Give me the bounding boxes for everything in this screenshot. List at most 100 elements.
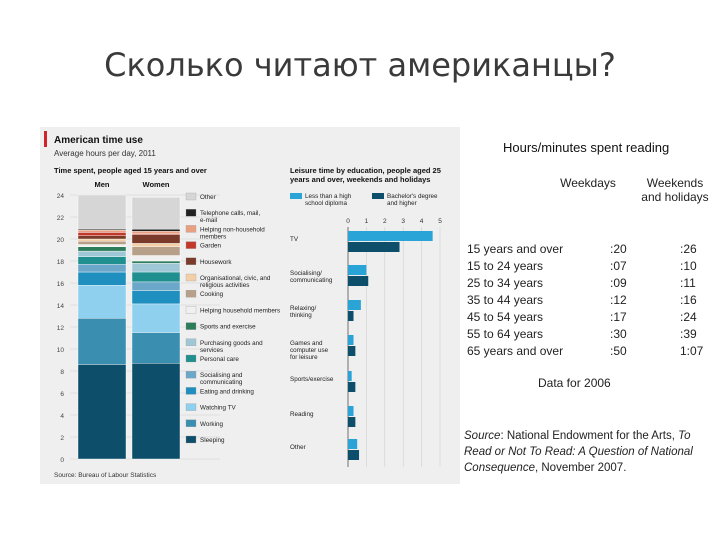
legend-swatch [185,306,197,314]
stacked-bar-segment [77,194,127,230]
row-label: 65 years and over [467,344,564,358]
legend-swatch [185,273,197,282]
legend-swatch-ba [372,193,384,199]
col-weekends-line1: Weekends [646,176,704,190]
col-weekends: Weekends and holidays [630,176,720,204]
stacked-bar-segment [77,264,127,273]
row-label: 35 to 44 years [467,293,544,307]
y-tick-label: 22 [57,215,65,222]
weekend-value: :16 [680,293,697,307]
legend-label: communicating [200,379,243,386]
legend-swatch [185,354,197,363]
economist-figure: American time use Average hours per day,… [40,127,460,484]
legend-label: Helping non-household [200,226,265,233]
category-label: TV [290,236,299,243]
row-label: 45 to 54 years [467,310,544,324]
category-label: Men [95,180,110,189]
hbar [348,417,356,427]
weekend-value: 1:07 [680,344,704,358]
category-label: communicating [290,277,333,284]
category-label: Other [290,444,306,451]
category-label: Socialising/ [290,270,322,277]
hbar [348,382,356,392]
data-note: Data for 2006 [538,376,611,390]
weekend-value: :10 [680,259,697,273]
stacked-bar-segment [77,317,127,365]
stacked-bar-segment [77,229,127,233]
row-label: 15 years and over [467,242,564,256]
category-label: Sports/exercise [290,376,334,383]
stacked-bar-segment [131,196,181,230]
y-tick-label: 4 [60,413,64,420]
hbar [348,439,358,449]
stacked-bar-segment [77,284,127,319]
stacked-bar-segment [131,281,181,291]
stacked-bar-segment [77,235,127,240]
weekday-value: :50 [610,344,627,358]
legend-label: Cooking [200,291,224,298]
row-label: 25 to 34 years [467,276,544,290]
legend-label: Garden [200,243,222,250]
figure-subtitle: Average hours per day, 2011 [54,149,156,158]
legend-label: Sleeping [200,437,225,444]
weekend-value: :24 [680,310,697,324]
stacked-bar-segment [131,228,181,232]
source-note: Source: National Endowment for the Arts,… [464,428,714,476]
legend-swatch [185,209,197,217]
figure-chart-svg: Time spent, people aged 15 years and ove… [54,166,442,479]
legend-label: e-mail [200,217,217,224]
legend-swatch [185,192,197,201]
source-text-2: , November 2007. [534,462,627,474]
legend-label: Other [200,194,216,201]
y-tick-label: 6 [60,391,64,398]
category-label: Women [143,180,170,189]
legend-swatch [185,290,197,298]
legend-swatch [185,241,197,249]
stacked-bar-segment [131,290,181,305]
stacked-bar-segment [77,240,127,245]
y-tick-label: 14 [57,303,65,310]
figure-footer: Source: Bureau of Labour Statistics [54,472,157,479]
hbar [348,311,354,321]
y-tick-label: 16 [57,281,65,288]
stacked-bar-segment [131,363,181,460]
col-weekdays: Weekdays [560,176,616,190]
weekend-value: :11 [680,276,696,290]
stacked-bar-segment [131,234,181,244]
legend-label-lths: Less than a high [305,193,352,200]
stacked-bar-segment [131,231,181,234]
col-weekends-line2: and holidays [641,190,709,204]
category-label: Games and [290,340,323,347]
category-label: Reading [290,411,314,418]
stacked-bar-segment [77,246,127,252]
source-title: To Read or Not To Read: A Question of Na… [464,430,693,474]
row-label: 15 to 24 years [467,259,544,273]
category-label: Relaxing/ [290,305,317,312]
category-label: for leisure [290,354,318,361]
legend-label: Helping household members [200,307,280,314]
legend-label: Sports and exercise [200,324,256,331]
legend-swatch [185,371,197,379]
hbar [348,371,352,381]
stacked-bar-segment [77,244,127,247]
stacked-bar-segment [131,262,181,273]
legend-swatch [185,322,197,330]
x-tick-label: 1 [365,218,369,225]
weekday-value: :12 [610,293,627,307]
hbar [348,231,433,241]
y-tick-label: 20 [57,237,65,244]
legend-swatch [185,403,197,411]
legend-label: religious activities [200,282,249,289]
hbar [348,450,360,460]
x-tick-label: 2 [383,218,387,225]
x-tick-label: 5 [438,218,442,225]
stacked-bar-segment [131,260,181,264]
stacked-bar-segment [77,271,127,286]
hbar [348,406,354,416]
legend-swatch [185,419,197,427]
right-panel-title-2: years and over, weekends and holidays [290,175,430,184]
hbar [348,300,361,310]
legend-label: Telephone calls, mail, [200,210,260,217]
y-tick-label: 18 [57,259,65,266]
legend-swatch [185,435,197,444]
